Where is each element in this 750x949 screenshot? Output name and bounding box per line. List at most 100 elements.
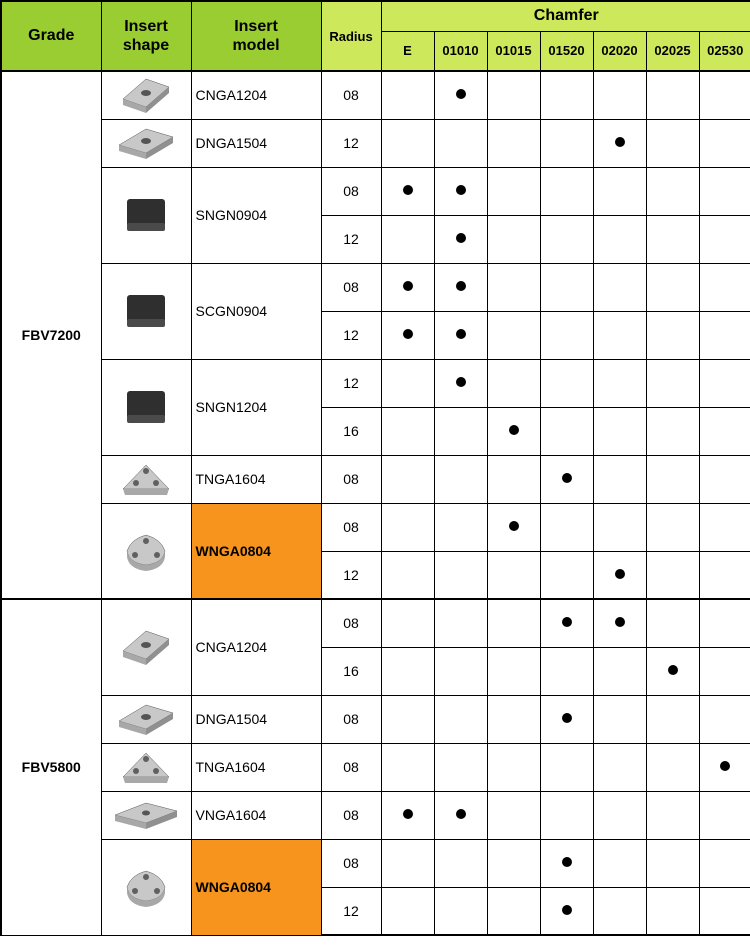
chamfer-cell [540, 119, 593, 167]
chamfer-cell [487, 215, 540, 263]
radius-cell: 16 [321, 647, 381, 695]
header-chamfer-02025: 02025 [646, 31, 699, 71]
header-insert-shape: Insertshape [101, 1, 191, 71]
chamfer-cell [540, 791, 593, 839]
dot-icon [615, 137, 625, 147]
chamfer-cell [699, 71, 750, 119]
chamfer-cell [699, 695, 750, 743]
chamfer-cell [487, 743, 540, 791]
chamfer-cell [593, 839, 646, 887]
chamfer-cell [540, 263, 593, 311]
insert-shape-trigon-icon [101, 839, 191, 935]
radius-cell: 08 [321, 743, 381, 791]
dot-icon [562, 905, 572, 915]
chamfer-cell [699, 359, 750, 407]
chamfer-cell [699, 455, 750, 503]
insert-table: Grade Insertshape Insertmodel Radius Cha… [0, 0, 750, 936]
header-chamfer-01015: 01015 [487, 31, 540, 71]
chamfer-cell [699, 215, 750, 263]
chamfer-cell [540, 407, 593, 455]
chamfer-cell [540, 743, 593, 791]
insert-model-cell: TNGA1604 [191, 455, 321, 503]
chamfer-cell [593, 791, 646, 839]
chamfer-cell [699, 263, 750, 311]
chamfer-cell [593, 263, 646, 311]
chamfer-cell [646, 647, 699, 695]
header-chamfer: Chamfer [381, 1, 750, 31]
chamfer-cell [381, 503, 434, 551]
dot-icon [562, 713, 572, 723]
chamfer-cell [540, 359, 593, 407]
chamfer-cell [381, 791, 434, 839]
dot-icon [456, 89, 466, 99]
chamfer-cell [487, 359, 540, 407]
radius-cell: 08 [321, 695, 381, 743]
chamfer-cell [381, 551, 434, 599]
chamfer-cell [434, 167, 487, 215]
chamfer-cell [434, 71, 487, 119]
chamfer-cell [540, 71, 593, 119]
insert-shape-triangle-icon [101, 455, 191, 503]
chamfer-cell [487, 551, 540, 599]
insert-model-cell: SCGN0904 [191, 263, 321, 359]
header-radius: Radius [321, 1, 381, 71]
chamfer-cell [646, 407, 699, 455]
chamfer-cell [381, 455, 434, 503]
chamfer-cell [540, 839, 593, 887]
chamfer-cell [699, 839, 750, 887]
insert-model-cell: VNGA1604 [191, 791, 321, 839]
chamfer-cell [646, 167, 699, 215]
radius-cell: 12 [321, 887, 381, 935]
dot-icon [668, 665, 678, 675]
insert-model-cell: CNGA1204 [191, 599, 321, 695]
chamfer-cell [593, 455, 646, 503]
chamfer-cell [487, 311, 540, 359]
chamfer-cell [646, 887, 699, 935]
header-chamfer-02530: 02530 [699, 31, 750, 71]
radius-cell: 08 [321, 839, 381, 887]
insert-model-cell: CNGA1204 [191, 71, 321, 119]
chamfer-cell [487, 695, 540, 743]
radius-cell: 08 [321, 263, 381, 311]
insert-shape-square-dark-icon [101, 167, 191, 263]
radius-cell: 08 [321, 599, 381, 647]
chamfer-cell [593, 311, 646, 359]
chamfer-cell [646, 119, 699, 167]
dot-icon [403, 809, 413, 819]
chamfer-cell [487, 407, 540, 455]
dot-icon [720, 761, 730, 771]
insert-model-cell: DNGA1504 [191, 695, 321, 743]
chamfer-cell [487, 167, 540, 215]
chamfer-cell [646, 503, 699, 551]
chamfer-cell [381, 887, 434, 935]
chamfer-cell [381, 119, 434, 167]
insert-shape-triangle-icon [101, 743, 191, 791]
chamfer-cell [593, 71, 646, 119]
chamfer-cell [434, 455, 487, 503]
grade-cell: FBV7200 [1, 71, 101, 599]
chamfer-cell [593, 695, 646, 743]
chamfer-cell [540, 695, 593, 743]
dot-icon [456, 281, 466, 291]
dot-icon [562, 617, 572, 627]
radius-cell: 12 [321, 215, 381, 263]
chamfer-cell [646, 359, 699, 407]
insert-shape-rhombus55-icon [101, 119, 191, 167]
chamfer-cell [434, 551, 487, 599]
insert-shape-rhombus80-icon [101, 599, 191, 695]
chamfer-cell [487, 839, 540, 887]
dot-icon [456, 233, 466, 243]
chamfer-cell [487, 599, 540, 647]
chamfer-cell [593, 599, 646, 647]
chamfer-cell [646, 215, 699, 263]
chamfer-cell [487, 647, 540, 695]
chamfer-cell [646, 455, 699, 503]
chamfer-cell [699, 503, 750, 551]
chamfer-cell [593, 215, 646, 263]
chamfer-cell [381, 167, 434, 215]
chamfer-cell [540, 455, 593, 503]
chamfer-cell [540, 311, 593, 359]
insert-shape-trigon-icon [101, 503, 191, 599]
chamfer-cell [646, 695, 699, 743]
header-chamfer-E: E [381, 31, 434, 71]
